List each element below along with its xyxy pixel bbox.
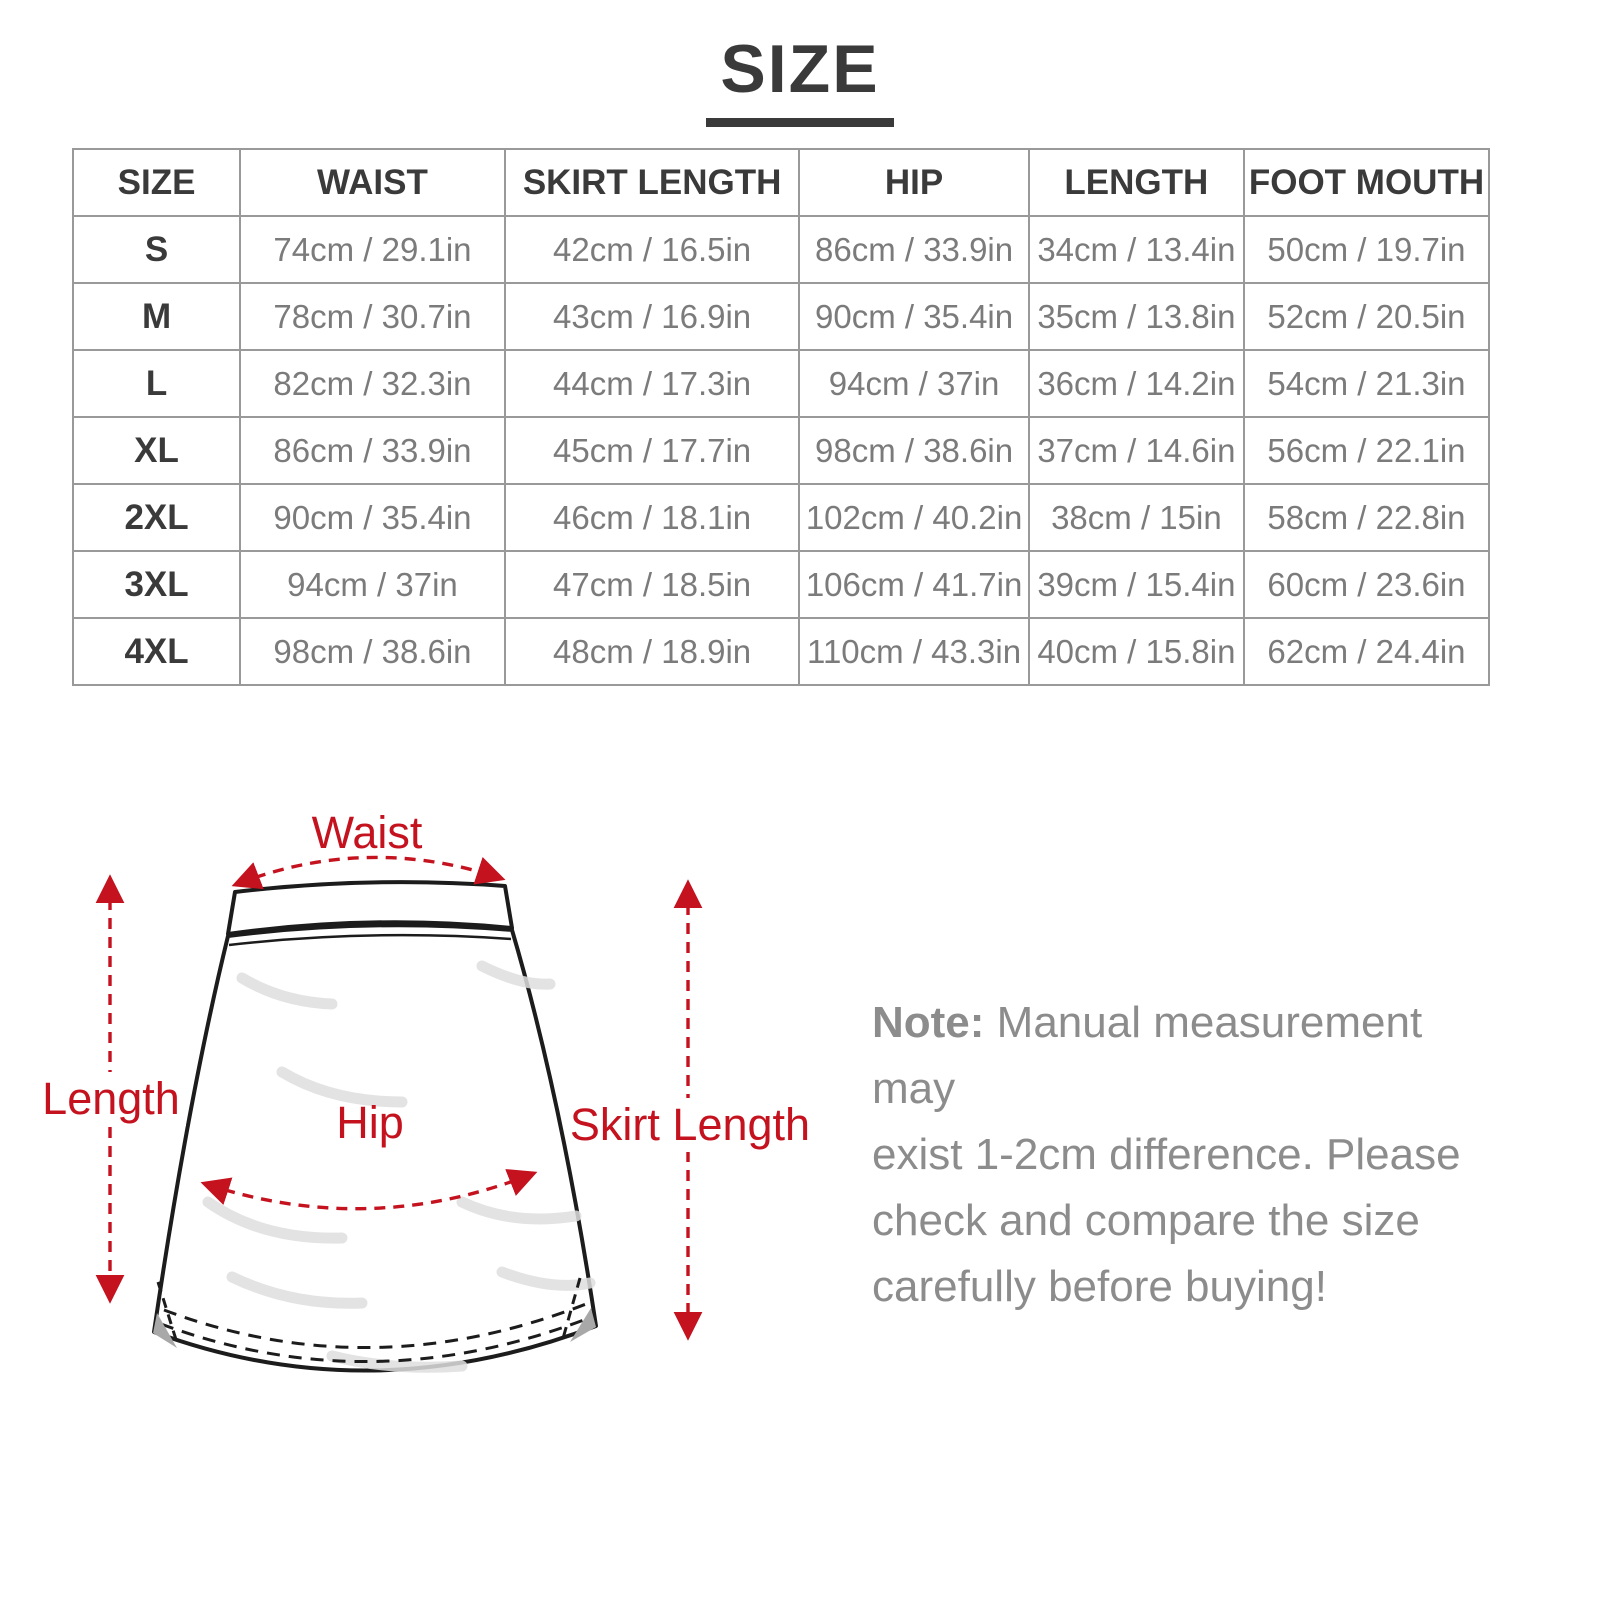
note-line: exist 1-2cm difference. Please <box>872 1130 1461 1179</box>
measurement-cell: 47cm / 18.5in <box>503 550 801 619</box>
table-row: 4XL 98cm / 38.6in 48cm / 18.9in 110cm / 43.… <box>71 617 1491 686</box>
hem-stitch-line <box>160 1316 590 1363</box>
note-line: carefully before buying! <box>872 1262 1327 1311</box>
measurement-cell: 98cm / 38.6in <box>798 416 1030 485</box>
measurement-cell: 52cm / 20.5in <box>1242 282 1491 351</box>
right-slit-stitch <box>560 1277 582 1343</box>
measurement-cell: 50cm / 19.7in <box>1242 215 1491 284</box>
table-row: L 82cm / 32.3in 44cm / 17.3in 94cm / 37in 36… <box>71 349 1491 418</box>
size-table: SIZE WAIST SKIRT LENGTH HIP LENGTH FOOT MOUTH… <box>71 148 1491 686</box>
note-line: check and compare the size <box>872 1196 1420 1245</box>
measurement-cell: 54cm / 21.3in <box>1242 349 1491 418</box>
column-header: HIP <box>798 148 1030 217</box>
measurement-cell: 74cm / 29.1in <box>239 215 506 284</box>
hip-label: Hip <box>336 1097 404 1148</box>
measurement-cell: 82cm / 32.3in <box>239 349 506 418</box>
measurement-cell: 90cm / 35.4in <box>798 282 1030 351</box>
size-note: Note: Manual measurement may exist 1-2cm… <box>872 990 1512 1320</box>
waistband-seam <box>228 933 512 947</box>
measurement-cell: 58cm / 22.8in <box>1242 483 1491 552</box>
measurement-cell: 56cm / 22.1in <box>1242 416 1491 485</box>
measurement-cell: 110cm / 43.3in <box>798 617 1030 686</box>
skirt-length-label-mask <box>578 1098 802 1152</box>
measurement-cell: 106cm / 41.7in <box>798 550 1030 619</box>
column-header: WAIST <box>239 148 506 217</box>
measurement-cell: 45cm / 17.7in <box>503 416 801 485</box>
measurement-cell: 44cm / 17.3in <box>503 349 801 418</box>
measurement-cell: 86cm / 33.9in <box>798 215 1030 284</box>
measurement-cell: 62cm / 24.4in <box>1242 617 1491 686</box>
length-label: Length <box>42 1073 180 1124</box>
measurement-cell: 40cm / 15.8in <box>1027 617 1245 686</box>
measurement-cell: 38cm / 15in <box>1027 483 1245 552</box>
column-header: SIZE <box>71 148 242 217</box>
measurement-cell: 94cm / 37in <box>798 349 1030 418</box>
note-line: Note: Manual measurement may <box>872 990 1512 1122</box>
table-row: XL 86cm / 33.9in 45cm / 17.7in 98cm / 38.6i… <box>71 416 1491 485</box>
skirt-body-outline <box>152 923 598 1373</box>
column-header: SKIRT LENGTH <box>503 148 801 217</box>
size-cell: 2XL <box>71 483 242 552</box>
note-line-text: Manual measurement may <box>872 998 1423 1113</box>
length-label-mask <box>36 1072 186 1126</box>
measurement-cell: 86cm / 33.9in <box>239 416 506 485</box>
skirt-wrinkles <box>202 960 596 1373</box>
measurement-cell: 39cm / 15.4in <box>1027 550 1245 619</box>
measurement-cell: 34cm / 13.4in <box>1027 215 1245 284</box>
table-row: S 74cm / 29.1in 42cm / 16.5in 86cm / 33.9in… <box>71 215 1491 284</box>
size-table-header: SIZE WAIST SKIRT LENGTH HIP LENGTH FOOT MOUTH <box>71 148 1491 217</box>
measurement-cell: 48cm / 18.9in <box>503 617 801 686</box>
size-table-body: S 74cm / 29.1in 42cm / 16.5in 86cm / 33.9in… <box>71 215 1491 686</box>
table-row: 3XL 94cm / 37in 47cm / 18.5in 106cm / 41.7i… <box>71 550 1491 619</box>
measurement-cell: 78cm / 30.7in <box>239 282 506 351</box>
right-slit-shade <box>570 1308 596 1342</box>
measurement-cell: 36cm / 14.2in <box>1027 349 1245 418</box>
size-cell: S <box>71 215 242 284</box>
waist-arrow <box>231 855 506 890</box>
measurement-cell: 90cm / 35.4in <box>239 483 506 552</box>
skirt-measurement-figure: Waist Hip Length Skirt Length <box>30 770 830 1430</box>
waist-label: Waist <box>312 807 423 858</box>
page-title-text: SIZE <box>706 30 894 127</box>
column-header: FOOT MOUTH <box>1242 148 1491 217</box>
measurement-cell: 98cm / 38.6in <box>239 617 506 686</box>
left-slit-stitch <box>156 1281 180 1347</box>
measurement-cell: 102cm / 40.2in <box>798 483 1030 552</box>
left-slit-shade <box>153 1313 177 1348</box>
skirt-length-label: Skirt Length <box>570 1099 810 1150</box>
measurement-cell: 43cm / 16.9in <box>503 282 801 351</box>
skirt-diagram: Waist Hip Length Skirt Length <box>36 807 810 1373</box>
measurement-cell: 37cm / 14.6in <box>1027 416 1245 485</box>
measurement-cell: 35cm / 13.8in <box>1027 282 1245 351</box>
size-cell: XL <box>71 416 242 485</box>
measurement-cell: 46cm / 18.1in <box>503 483 801 552</box>
note-prefix: Note: <box>872 998 985 1047</box>
measurement-cell: 42cm / 16.5in <box>503 215 801 284</box>
size-cell: M <box>71 282 242 351</box>
size-cell: L <box>71 349 242 418</box>
hip-arrow <box>200 1169 538 1211</box>
page-title: SIZE <box>0 30 1600 127</box>
measurement-cell: 60cm / 23.6in <box>1242 550 1491 619</box>
header-row: SIZE WAIST SKIRT LENGTH HIP LENGTH FOOT MOUTH <box>71 148 1491 217</box>
column-header: LENGTH <box>1027 148 1245 217</box>
size-cell: 4XL <box>71 617 242 686</box>
measurement-cell: 94cm / 37in <box>239 550 506 619</box>
table-row: 2XL 90cm / 35.4in 46cm / 18.1in 102cm / 40.… <box>71 483 1491 552</box>
size-cell: 3XL <box>71 550 242 619</box>
table-row: M 78cm / 30.7in 43cm / 16.9in 90cm / 35.4in… <box>71 282 1491 351</box>
